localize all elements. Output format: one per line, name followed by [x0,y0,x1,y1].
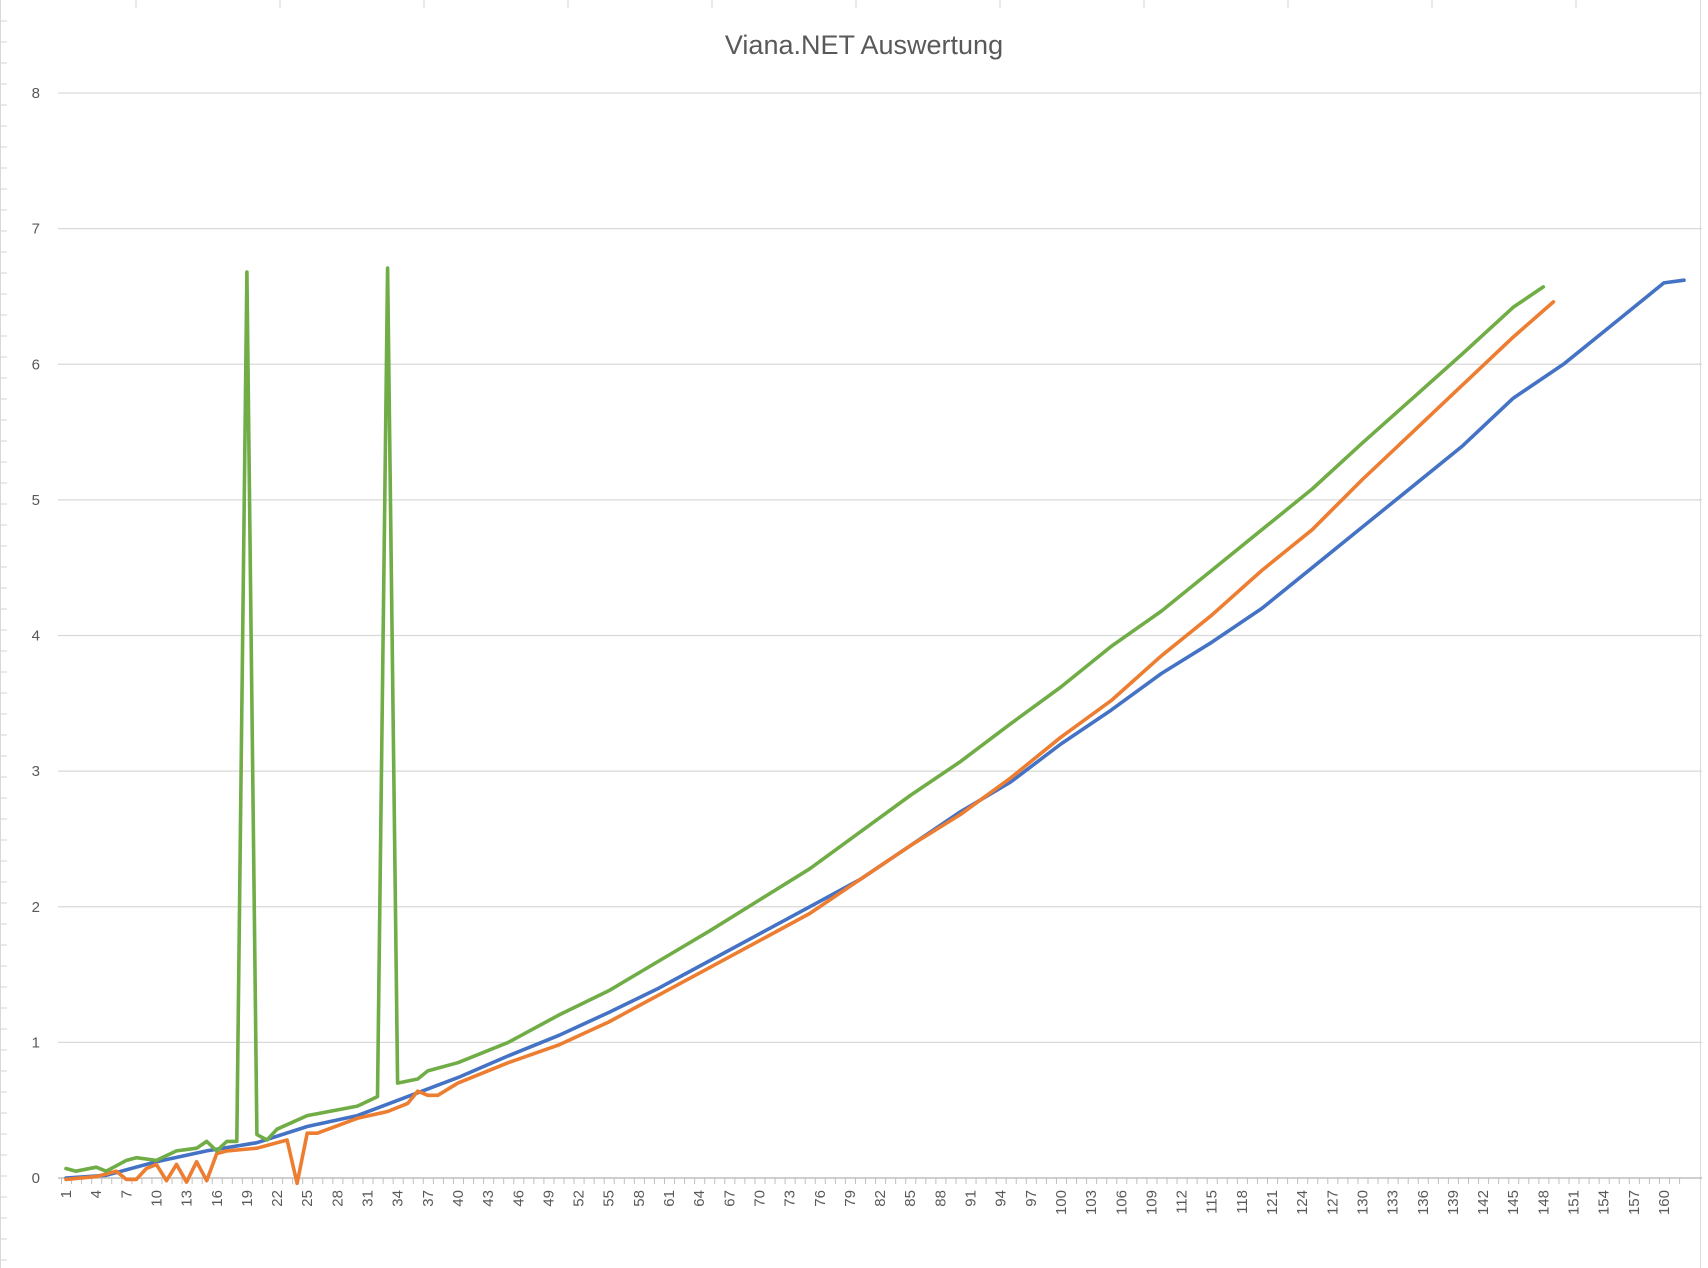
x-tick-label: 112 [1174,1190,1191,1214]
x-tick-label: 67 [721,1190,738,1207]
x-tick-label: 7 [118,1190,135,1198]
x-tick-label: 106 [1113,1190,1130,1215]
x-tick-label: 46 [510,1190,527,1207]
y-axis-tick-labels: 0 1 2 3 4 5 6 7 8 [32,85,40,1187]
x-tick-label: 133 [1385,1190,1402,1215]
x-tick-label: 94 [993,1190,1010,1207]
x-tick-label: 43 [480,1190,497,1207]
x-tick-label: 97 [1023,1190,1040,1207]
x-tick-label: 13 [179,1190,196,1207]
x-tick-label: 121 [1264,1190,1281,1215]
x-tick-label: 58 [631,1190,648,1207]
x-tick-label: 4 [88,1190,105,1198]
x-tick-label: 85 [902,1190,919,1207]
x-tick-label: 148 [1535,1190,1552,1215]
y-tick-label: 7 [32,221,40,238]
x-tick-label: 109 [1143,1190,1160,1215]
y-tick-label: 8 [32,85,40,102]
x-tick-label: 73 [782,1190,799,1207]
x-tick-label: 10 [148,1190,165,1207]
y-tick-label: 2 [32,899,40,916]
y-tick-label: 6 [32,356,40,373]
x-tick-label: 154 [1596,1190,1613,1215]
x-tick-label: 61 [661,1190,678,1207]
series-line-2 [64,300,1556,1186]
x-tick-label: 130 [1354,1190,1371,1215]
x-tick-label: 100 [1053,1190,1070,1215]
y-tick-label: 1 [32,1034,40,1051]
x-tick-label: 88 [932,1190,949,1207]
x-tick-label: 52 [571,1190,588,1207]
x-tick-label: 136 [1415,1190,1432,1215]
chart-title: Viana.NET Auswertung [725,30,1003,60]
x-tick-label: 55 [601,1190,618,1207]
x-tick-label: 79 [842,1190,859,1207]
x-tick-label: 31 [360,1190,377,1207]
series-lines [64,266,1686,1186]
x-tick-label: 139 [1445,1190,1462,1215]
x-tick-label: 118 [1234,1190,1251,1214]
x-tick-label: 142 [1475,1190,1492,1215]
x-tick-label: 76 [812,1190,829,1207]
x-tick-label: 16 [209,1190,226,1207]
x-tick-label: 19 [239,1190,256,1207]
x-tick-label: 151 [1566,1190,1583,1215]
x-tick-label: 40 [450,1190,467,1207]
x-tick-label: 91 [963,1190,980,1207]
x-tick-label: 157 [1626,1190,1643,1215]
x-tick-label: 49 [540,1190,557,1207]
x-axis: 1 4 7 10 13 16 19 22 25 28 31 34 37 40 43 46 49 52 55 58 61 6… [58,1178,1681,1215]
x-tick-label: 124 [1294,1190,1311,1215]
x-tick-label: 37 [420,1190,437,1207]
y-tick-label: 4 [32,628,40,645]
x-tick-label: 1 [58,1190,75,1198]
horizontal-gridlines [58,92,1702,1179]
y-tick-label: 3 [32,763,40,780]
x-tick-label: 22 [269,1190,286,1207]
x-tick-label: 145 [1505,1190,1522,1215]
x-tick-label: 127 [1324,1190,1341,1215]
x-tick-label: 103 [1083,1190,1100,1215]
y-tick-label: 0 [32,1170,40,1187]
x-tick-label: 25 [299,1190,316,1207]
x-tick-label: 70 [751,1190,768,1207]
x-tick-label: 34 [390,1190,407,1207]
x-tick-label: 82 [872,1190,889,1207]
y-tick-label: 5 [32,492,40,509]
series-line-1 [64,278,1686,1180]
series-line-3 [64,266,1546,1173]
x-tick-label: 160 [1656,1190,1673,1215]
x-tick-label: 64 [691,1190,708,1207]
x-tick-label: 115 [1204,1190,1221,1214]
x-tick-label: 28 [329,1190,346,1207]
